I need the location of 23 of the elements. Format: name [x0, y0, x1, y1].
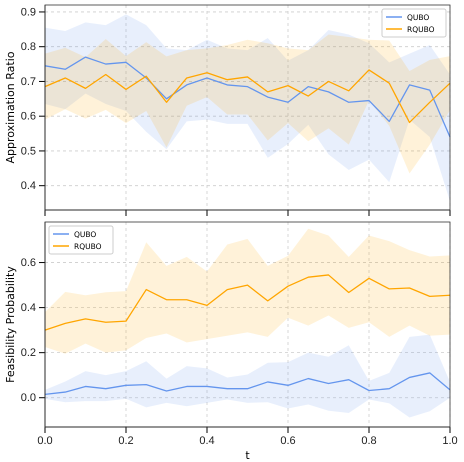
- y-tick-label: 0.6: [20, 257, 36, 270]
- x-tick-label: 0.8: [361, 434, 377, 447]
- x-tick-label: 0.6: [280, 434, 296, 447]
- y-tick-label: 0.2: [20, 347, 36, 360]
- x-tick-label: 0.0: [37, 434, 53, 447]
- y-tick-label: 0.8: [20, 41, 36, 54]
- line-series: [44, 372, 451, 395]
- y-axis-title: Feasibility Probability: [4, 266, 17, 383]
- y-tick-label: 0.4: [20, 302, 36, 314]
- x-tick-label: 0.2: [118, 434, 134, 447]
- y-tick-label: 0.0: [20, 392, 36, 404]
- y-tick-label: 0.9: [20, 6, 36, 18]
- line-series: [44, 274, 451, 331]
- line-series: [44, 56, 451, 138]
- y-tick-label: 0.4: [20, 180, 36, 192]
- y-tick-label: 0.6: [20, 110, 36, 123]
- y-tick-label: 0.5: [20, 145, 36, 158]
- y-tick-label: 0.7: [20, 76, 36, 88]
- x-axis-title: t: [245, 449, 250, 462]
- y-axis-title: Approximation Ratio: [4, 51, 17, 164]
- x-tick-label: 0.4: [199, 434, 215, 447]
- x-tick-label: 1.0: [442, 434, 458, 447]
- line-series: [44, 69, 451, 124]
